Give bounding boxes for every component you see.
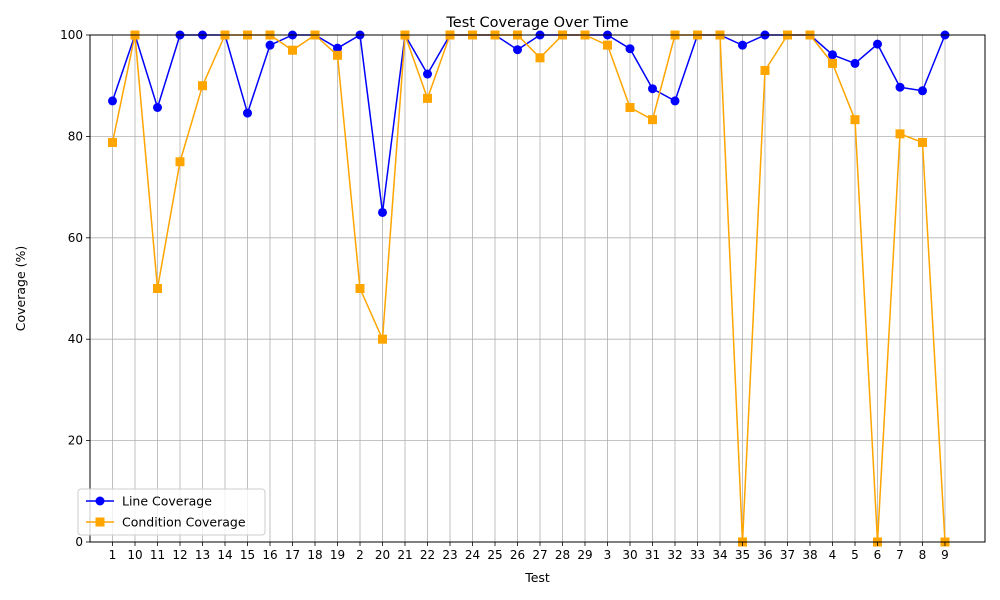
- data-point: [513, 45, 522, 55]
- x-tick-label: 37: [780, 548, 795, 562]
- y-axis-ticks: 0 20 40 60 80 100: [60, 28, 90, 549]
- x-tick-label: 12: [172, 548, 187, 562]
- legend-item: Line Coverage: [86, 494, 212, 509]
- x-tick-label: 32: [667, 548, 682, 562]
- legend-marker: [95, 496, 105, 506]
- data-point: [153, 284, 162, 293]
- data-point: [828, 50, 837, 60]
- x-tick-label: 9: [941, 548, 949, 562]
- x-tick-label: 25: [487, 548, 502, 562]
- y-tick-label: 60: [68, 231, 83, 245]
- x-tick-label: 8: [919, 548, 927, 562]
- y-tick-label: 40: [68, 332, 83, 346]
- data-point: [603, 40, 612, 50]
- data-point: [288, 45, 297, 55]
- x-tick-label: 13: [195, 548, 210, 562]
- x-tick-label: 31: [645, 548, 660, 562]
- plot-area-frame: [89, 34, 986, 543]
- data-point: [243, 108, 252, 118]
- x-tick-label: 35: [735, 548, 750, 562]
- legend-item: Condition Coverage: [86, 515, 246, 530]
- legend-label: Condition Coverage: [122, 515, 246, 530]
- x-tick-label: 5: [851, 548, 859, 562]
- data-point: [333, 43, 342, 53]
- x-tick-label: 11: [150, 548, 165, 562]
- legend-marker: [95, 517, 105, 527]
- x-tick-label: 3: [604, 548, 612, 562]
- data-point: [760, 65, 770, 75]
- data-point: [265, 40, 275, 50]
- data-point: [378, 334, 387, 344]
- y-tick-label: 100: [60, 28, 83, 42]
- series-layer: [108, 30, 950, 547]
- x-tick-label: 23: [442, 548, 457, 562]
- x-tick-label: 34: [712, 548, 727, 562]
- x-axis-label: Test: [524, 570, 550, 585]
- data-point: [918, 137, 927, 147]
- x-tick-label: 14: [217, 548, 232, 562]
- x-tick-label: 17: [285, 548, 300, 562]
- legend-box: [77, 488, 266, 536]
- series-line-coverage: [108, 30, 950, 217]
- y-axis-label: Coverage (%): [13, 246, 28, 332]
- data-point: [625, 103, 635, 113]
- data-point: [625, 44, 635, 54]
- y-tick-label: 0: [75, 535, 83, 549]
- x-tick-label: 27: [532, 548, 547, 562]
- x-tick-label: 38: [802, 548, 817, 562]
- data-point: [648, 115, 657, 125]
- x-tick-label: 36: [757, 548, 772, 562]
- x-tick-label: 7: [896, 548, 904, 562]
- data-point: [738, 40, 747, 50]
- data-point: [670, 96, 680, 106]
- series-line: [111, 34, 946, 543]
- data-point: [873, 39, 882, 49]
- data-point: [535, 53, 545, 63]
- x-tick-label: 6: [874, 548, 882, 562]
- data-point: [895, 82, 905, 92]
- x-tick-label: 28: [555, 548, 570, 562]
- data-point: [895, 129, 905, 139]
- x-tick-label: 30: [622, 548, 637, 562]
- x-tick-label: 15: [240, 548, 255, 562]
- data-point: [108, 137, 117, 147]
- x-tick-label: 20: [375, 548, 390, 562]
- x-tick-label: 18: [307, 548, 322, 562]
- x-tick-label: 33: [690, 548, 705, 562]
- data-point: [355, 284, 365, 293]
- data-point: [423, 69, 432, 79]
- data-point: [175, 157, 185, 167]
- data-point: [423, 93, 432, 103]
- x-tick-label: 24: [465, 548, 480, 562]
- x-tick-label: 29: [577, 548, 592, 562]
- data-point: [828, 58, 837, 68]
- legend: Line Coverage Condition Coverage: [77, 488, 266, 536]
- data-point: [378, 207, 387, 217]
- x-tick-label: 19: [330, 548, 345, 562]
- data-point: [333, 50, 342, 60]
- data-point: [198, 81, 207, 91]
- data-point: [108, 96, 117, 106]
- x-tick-label: 10: [127, 548, 142, 562]
- data-point: [153, 103, 162, 113]
- data-point: [648, 84, 657, 94]
- y-tick-label: 20: [68, 434, 83, 448]
- data-point: [918, 86, 927, 96]
- data-point: [850, 115, 860, 125]
- x-tick-label: 22: [420, 548, 435, 562]
- x-tick-label: 2: [356, 548, 364, 562]
- y-tick-label: 80: [68, 129, 83, 143]
- x-tick-label: 1: [109, 548, 117, 562]
- series-line: [111, 34, 946, 214]
- data-point: [850, 58, 860, 68]
- x-tick-label: 4: [829, 548, 837, 562]
- chart-title: Test Coverage Over Time: [445, 15, 628, 31]
- x-tick-label: 16: [262, 548, 277, 562]
- legend-label: Line Coverage: [122, 494, 212, 509]
- x-tick-label: 26: [510, 548, 525, 562]
- x-axis-ticks: 1 10 11 12 13 14 15 16 17 18 19 2 20 21 22 23 24 25 26 27 28…: [109, 542, 949, 562]
- x-tick-label: 21: [397, 548, 412, 562]
- series-condition-coverage: [108, 30, 950, 547]
